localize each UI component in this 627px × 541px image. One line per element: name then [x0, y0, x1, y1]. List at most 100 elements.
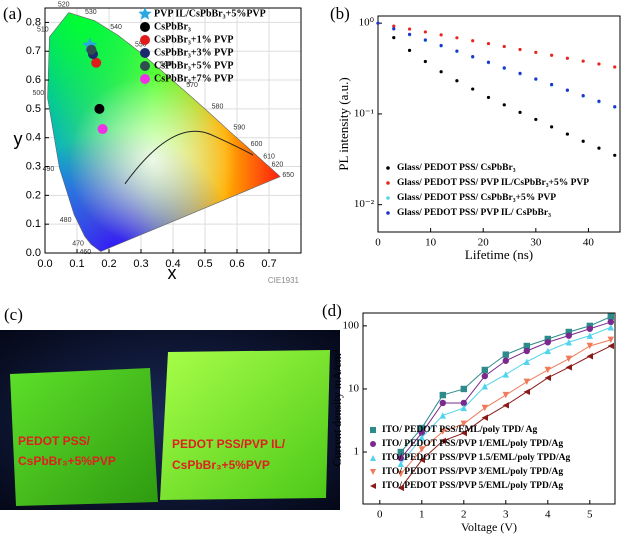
marker	[523, 342, 530, 350]
marker	[581, 59, 585, 63]
marker	[581, 139, 585, 143]
y-tick-label: 0.7	[26, 45, 41, 57]
x-tick-label: 4	[545, 509, 551, 521]
y-tick-label: 10	[348, 382, 360, 394]
wavelength-label: 600	[251, 141, 263, 148]
marker	[607, 336, 614, 344]
photo-label: PEDOT PSS/PVP IL/	[172, 437, 286, 451]
x-tick-label: 30	[530, 237, 542, 249]
marker	[455, 49, 459, 53]
y-tick-label: 10⁻¹	[354, 107, 374, 119]
marker	[544, 335, 551, 343]
marker	[523, 388, 530, 396]
sample-film	[10, 368, 158, 506]
x-axis-label: Lifetime (ns)	[465, 247, 533, 262]
marker	[613, 65, 617, 69]
marker	[565, 88, 569, 92]
legend-entry: CsPbBr₃+7% PVP	[154, 73, 234, 84]
wavelength-label: 530	[85, 9, 97, 16]
marker	[392, 24, 396, 28]
x-tick-label: 0.1	[69, 258, 84, 270]
watermark: CIE1931	[268, 276, 300, 285]
marker	[423, 30, 427, 34]
x-tick-label: 10	[425, 237, 437, 249]
x-tick-label: 0.3	[133, 258, 148, 270]
marker	[460, 399, 467, 407]
wavelength-label: 510	[37, 26, 49, 33]
y-tick-label: 0.2	[26, 189, 41, 201]
x-axis-label: x	[168, 263, 177, 283]
y-tick-label: 10⁻²	[354, 198, 375, 210]
marker	[486, 41, 491, 46]
marker	[534, 117, 538, 122]
wavelength-label: 550	[135, 41, 147, 48]
marker	[94, 103, 105, 114]
x-tick-label: 1	[419, 509, 425, 521]
wavelength-label: 620	[272, 162, 284, 169]
marker	[460, 385, 467, 393]
marker	[397, 460, 404, 468]
marker	[455, 79, 459, 83]
marker	[397, 454, 404, 462]
x-tick-label: 0.6	[229, 258, 244, 270]
x-tick-label: 40	[583, 237, 595, 249]
y-tick-label: 1	[354, 446, 360, 458]
marker	[392, 27, 396, 31]
plot-frame	[377, 15, 621, 233]
panel-label: (b)	[330, 4, 350, 23]
chart-panel: 0 1 2 3 4 5 1 10 100 Voltage (V) Current density m…	[322, 301, 616, 534]
legend-entry: Glass/ PEDOT PSS/ PVP IL/ CsPbBr₃	[397, 208, 551, 218]
planckian-locus	[124, 130, 254, 185]
marker	[418, 446, 425, 453]
marker	[597, 146, 601, 150]
marker	[586, 342, 593, 350]
marker	[565, 364, 572, 371]
marker	[586, 325, 593, 332]
marker	[586, 332, 593, 339]
marker	[439, 412, 446, 419]
marker	[518, 110, 522, 114]
legend-entry: CsPbBr₃	[154, 21, 191, 32]
legend-entry: ITO/ PEDOT PSS/PVP 3/EML/poly TPD/Ag	[382, 467, 563, 477]
marker	[518, 47, 522, 52]
marker	[481, 372, 488, 380]
y-tick-label: 0.5	[26, 103, 41, 115]
legend-entry: CsPbBr₃+5% PVP	[154, 60, 234, 71]
x-tick-label: 0.2	[101, 258, 116, 270]
legend-entry: PVP IL/CsPbBr₃+5%PVP	[154, 8, 266, 19]
wavelength-label: 470	[72, 240, 84, 247]
legend-marker	[370, 441, 376, 447]
y-axis-label: PL intensity (a.u.)	[336, 77, 351, 170]
legend-entry: Glass/ PEDOT PSS/ CsPbBr₃	[397, 163, 516, 173]
marker	[439, 428, 446, 435]
marker	[418, 456, 425, 464]
wavelength-label: 590	[233, 124, 245, 131]
y-tick-label: 0.3	[26, 160, 41, 172]
legend-marker	[140, 74, 150, 84]
wavelength-label: 490	[43, 166, 55, 173]
marker	[550, 53, 554, 57]
legend-marker	[386, 211, 390, 215]
marker	[607, 342, 614, 350]
photo-label: PEDOT PSS/	[18, 434, 91, 448]
legend-entry: Glass/ PEDOT PSS/ CsPbBr₃+5% PVP	[397, 193, 556, 203]
marker	[502, 402, 509, 409]
x-tick-label: 2	[461, 509, 467, 521]
marker	[397, 484, 404, 492]
legend-marker	[386, 181, 390, 185]
y-tick-label: 0.4	[26, 132, 41, 144]
marker	[502, 103, 506, 107]
legend-marker	[370, 469, 376, 475]
marker	[586, 353, 593, 360]
x-axis-label: Voltage (V)	[461, 520, 517, 534]
marker	[455, 36, 459, 40]
marker	[523, 358, 530, 365]
marker	[481, 404, 488, 412]
wavelength-label: 570	[186, 82, 198, 89]
marker	[544, 366, 551, 374]
marker	[486, 60, 491, 64]
marker	[565, 328, 572, 336]
legend-marker	[140, 61, 150, 71]
legend-marker	[138, 7, 152, 20]
